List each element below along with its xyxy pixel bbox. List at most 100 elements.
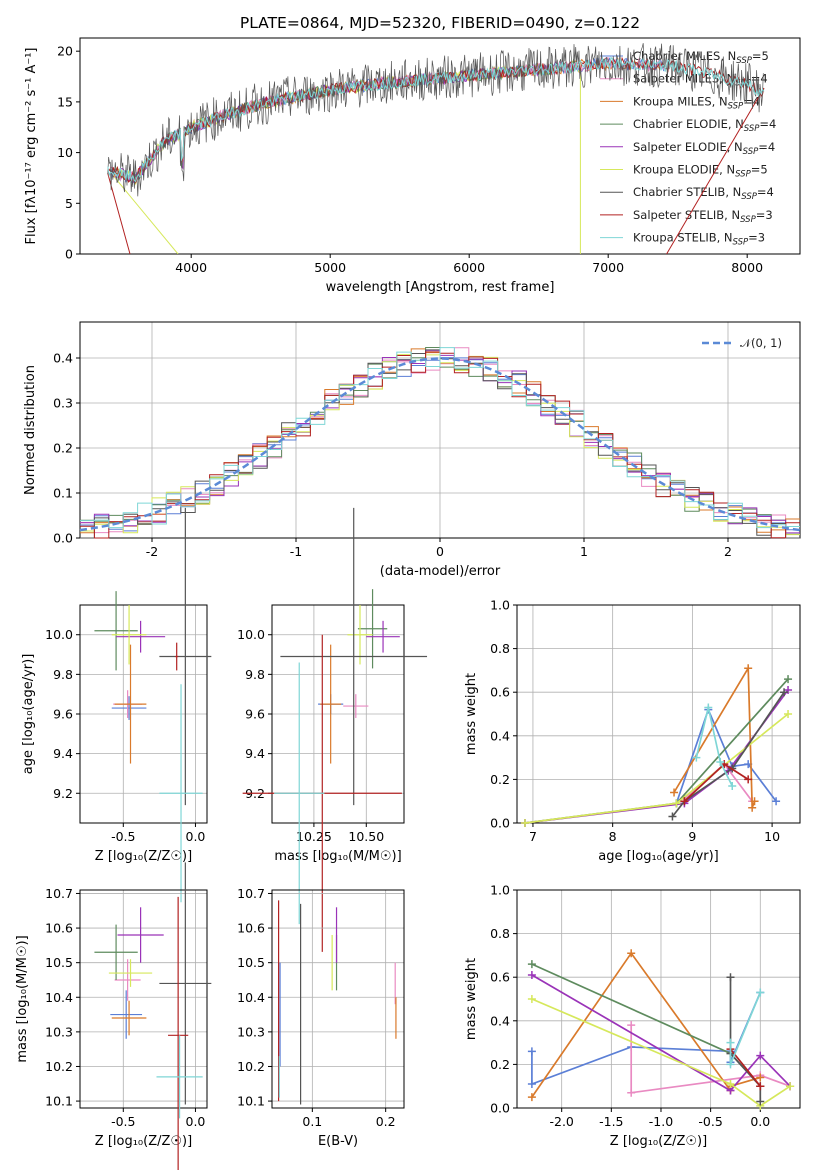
y-axis-label: mass weight bbox=[464, 958, 479, 1040]
marker-kroupa-elodie bbox=[672, 799, 681, 808]
point-chabrier-elodie bbox=[94, 924, 138, 980]
point-kroupa-stelib bbox=[156, 1035, 203, 1119]
marker-salpeter-elodie bbox=[756, 1051, 765, 1060]
y-tick-label: 10.7 bbox=[45, 886, 73, 901]
x-tick-label: 5000 bbox=[314, 260, 346, 275]
error-bars bbox=[94, 507, 212, 903]
x-tick-label: 10 bbox=[764, 829, 780, 844]
y-tick-label: 0.8 bbox=[490, 641, 510, 656]
x-tick-label: 0.0 bbox=[186, 829, 206, 844]
marker-salpeter-miles bbox=[627, 1088, 636, 1097]
x-axis-label: Z [log₁₀(Z/Z☉)] bbox=[610, 1134, 707, 1149]
weight-line-chabrier-miles bbox=[531, 992, 762, 1086]
residual-panel: 𝒩(0, 1) -2 -1 0 1 2 0.0 0.1 0.2 0.3 0.4 (data-mode… bbox=[23, 321, 801, 579]
figure-title: PLATE=0864, MJD=52320, FIBERID=0490, z=0… bbox=[240, 14, 640, 32]
weight-line-kroupa-elodie bbox=[524, 713, 789, 824]
y-tick-label: 9.4 bbox=[245, 746, 265, 761]
x-axis-label: E(B-V) bbox=[318, 1134, 358, 1149]
point-chabrier-stelib bbox=[159, 507, 212, 806]
weight-line-kroupa-elodie bbox=[531, 998, 791, 1107]
marker-kroupa-stelib bbox=[726, 1038, 735, 1047]
x-tick-label: 10.50 bbox=[348, 829, 384, 844]
marker-kroupa-stelib bbox=[726, 1060, 735, 1069]
marker-kroupa-stelib bbox=[716, 757, 725, 766]
z-age-panel: -0.5 0.0 9.2 9.4 9.6 9.8 10.0 Z [log₁₀(Z/Z☉)] ag… bbox=[21, 507, 212, 903]
x-axis-label: Z [log₁₀(Z/Z☉)] bbox=[95, 1134, 192, 1149]
y-tick-label: 0.4 bbox=[490, 1013, 510, 1028]
error-bars bbox=[242, 507, 428, 952]
y-tick-label: 10.5 bbox=[237, 955, 265, 970]
point-chabrier-elodie bbox=[357, 589, 388, 669]
marker-chabrier-miles bbox=[772, 797, 781, 806]
point-salpeter-elodie bbox=[117, 907, 164, 963]
x-tick-label: -1 bbox=[290, 544, 302, 559]
marker-chabrier-stelib bbox=[756, 1097, 765, 1106]
x-tick-label: -2 bbox=[146, 544, 158, 559]
marker-kroupa-miles bbox=[670, 788, 679, 797]
point-chabrier-stelib bbox=[159, 862, 212, 1105]
legend-label-kroupa-miles: Kroupa MILES, NSSP=4 bbox=[633, 94, 760, 111]
histogram-steps bbox=[80, 347, 800, 539]
weight-line-chabrier-stelib bbox=[671, 691, 785, 818]
point-kroupa-elodie bbox=[108, 959, 153, 987]
y-tick-label: 9.6 bbox=[53, 707, 73, 722]
marker-kroupa-stelib bbox=[728, 781, 737, 790]
x-tick-label: 7000 bbox=[592, 260, 624, 275]
ebv-mass-panel: 0.1 0.2 10.1 10.2 10.3 10.4 10.5 10.6 10.7 E(B-V) bbox=[237, 886, 405, 1149]
x-tick-label: 0.0 bbox=[186, 1114, 206, 1129]
x-axis-label: mass [log₁₀(M/M☉)] bbox=[274, 849, 401, 864]
point-salpeter-stelib bbox=[175, 642, 179, 671]
x-tick-label: 0 bbox=[436, 544, 444, 559]
y-tick-label: 10.4 bbox=[237, 990, 265, 1005]
marker-chabrier-stelib bbox=[780, 688, 789, 697]
marker-chabrier-miles bbox=[527, 1047, 536, 1056]
axes-grid bbox=[272, 890, 404, 1108]
normal-legend-label: 𝒩(0, 1) bbox=[740, 336, 782, 350]
weight-line-chabrier-stelib bbox=[729, 977, 762, 1102]
x-axis-label: Z [log₁₀(Z/Z☉)] bbox=[95, 849, 192, 864]
spectrum-line-salpeter-elodie bbox=[114, 60, 581, 185]
x-tick-label: 10.25 bbox=[296, 829, 332, 844]
error-bars bbox=[94, 862, 212, 1170]
weight-line-chabrier-miles bbox=[675, 707, 777, 804]
weight-line-kroupa-stelib bbox=[729, 992, 762, 1065]
y-tick-label: 0.4 bbox=[53, 351, 73, 366]
y-tick-label: 10.2 bbox=[237, 1059, 265, 1074]
y-tick-label: 10.6 bbox=[237, 921, 265, 936]
weight-lines bbox=[520, 664, 793, 827]
y-tick-label: 10.6 bbox=[45, 921, 73, 936]
x-tick-label: 2 bbox=[724, 544, 732, 559]
legend-label-salpeter-elodie: Salpeter ELODIE, NSSP=4 bbox=[633, 140, 775, 157]
x-tick-label: -1.5 bbox=[599, 1114, 623, 1129]
marker-kroupa-stelib bbox=[756, 988, 765, 997]
x-tick-label: -1.0 bbox=[649, 1114, 673, 1129]
marker-chabrier-miles bbox=[527, 1080, 536, 1089]
x-tick-label: 8 bbox=[609, 829, 617, 844]
marker-kroupa-miles bbox=[750, 797, 759, 806]
point-kroupa-stelib bbox=[274, 662, 325, 925]
normal-curve bbox=[79, 357, 801, 532]
legend-label-chabrier-miles: Chabrier MILES, NSSP=5 bbox=[633, 49, 769, 66]
y-tick-label: 10.1 bbox=[237, 1094, 265, 1109]
x-tick-label: 6000 bbox=[453, 260, 485, 275]
residual-legend: 𝒩(0, 1) bbox=[702, 336, 782, 350]
marker-chabrier-stelib bbox=[668, 812, 677, 821]
x-tick-label: 4000 bbox=[175, 260, 207, 275]
y-tick-label: 10.4 bbox=[45, 990, 73, 1005]
y-tick-label: 10.5 bbox=[45, 955, 73, 970]
y-axis-label: Normed distribution bbox=[23, 365, 38, 495]
marker-kroupa-elodie bbox=[726, 1080, 735, 1089]
y-tick-label: 15 bbox=[57, 94, 73, 109]
y-tick-label: 0.6 bbox=[490, 970, 510, 985]
marker-kroupa-elodie bbox=[520, 819, 529, 827]
y-tick-label: 0.1 bbox=[53, 486, 73, 501]
spectrum-lines bbox=[107, 43, 765, 254]
y-tick-label: 10.0 bbox=[45, 627, 73, 642]
marker-salpeter-miles bbox=[627, 1021, 636, 1030]
weight-line-kroupa-stelib bbox=[695, 707, 733, 787]
marker-chabrier-elodie bbox=[527, 960, 536, 969]
point-salpeter-elodie bbox=[116, 620, 166, 653]
spectrum-frame bbox=[79, 37, 801, 255]
point-kroupa-miles bbox=[320, 644, 342, 764]
